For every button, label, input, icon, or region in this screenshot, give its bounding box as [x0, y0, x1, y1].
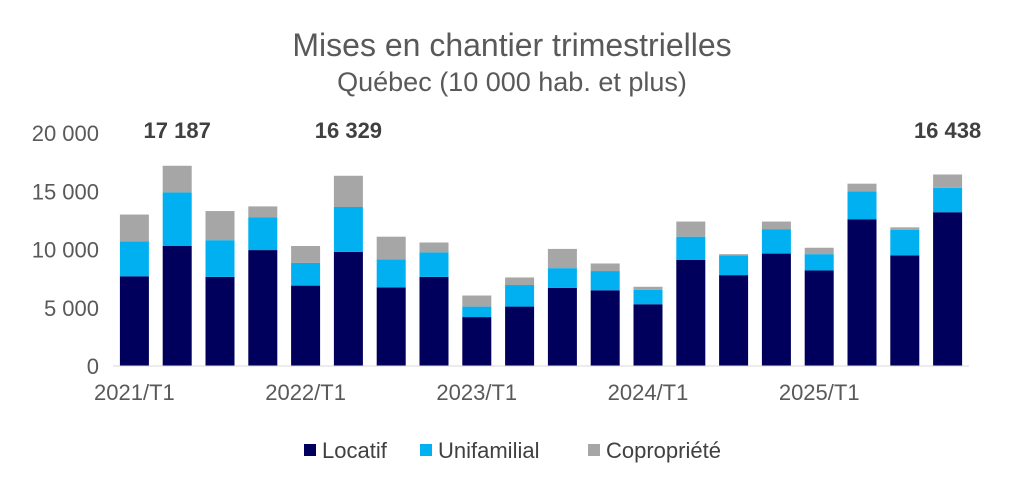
x-tick-label: 2025/T1 — [779, 380, 860, 405]
bar-locatif-17 — [847, 219, 877, 366]
bar-locatif-19 — [933, 212, 963, 366]
bar-coproprit-8 — [462, 295, 492, 307]
bar-locatif-2 — [205, 276, 235, 366]
bar-locatif-12 — [633, 304, 663, 366]
y-axis: 0 5 000 10 000 15 000 20 000 — [32, 121, 99, 379]
bar-locatif-7 — [419, 276, 449, 366]
bar-locatif-18 — [890, 255, 920, 366]
bar-coproprit-19 — [933, 174, 963, 188]
bar-coproprit-10 — [547, 248, 577, 269]
bar-locatif-13 — [676, 259, 706, 366]
bar-locatif-9 — [505, 306, 535, 366]
bars — [119, 165, 963, 366]
bar-unifamilial-15 — [761, 229, 791, 254]
bar-coproprit-17 — [847, 183, 877, 192]
bar-unifamilial-2 — [205, 240, 235, 277]
total-annotation: 16 438 — [914, 118, 981, 143]
bar-unifamilial-7 — [419, 252, 449, 277]
bar-unifamilial-0 — [119, 241, 149, 277]
bar-coproprit-3 — [248, 206, 278, 218]
bar-locatif-14 — [719, 275, 749, 366]
bar-unifamilial-12 — [633, 289, 663, 305]
y-tick-label: 10 000 — [32, 238, 99, 263]
bar-locatif-8 — [462, 317, 492, 366]
y-tick-label: 5 000 — [44, 296, 99, 321]
legend-label: Unifamilial — [438, 438, 539, 463]
bar-coproprit-16 — [804, 247, 834, 255]
x-tick-label: 2024/T1 — [608, 380, 689, 405]
bar-coproprit-18 — [890, 227, 920, 230]
bar-unifamilial-4 — [291, 262, 321, 286]
chart-subtitle: Québec (10 000 hab. et plus) — [337, 67, 687, 97]
bar-coproprit-9 — [505, 277, 535, 286]
bar-coproprit-12 — [633, 286, 663, 290]
x-tick-label: 2022/T1 — [265, 380, 346, 405]
bar-locatif-5 — [333, 251, 363, 366]
bar-unifamilial-19 — [933, 187, 963, 213]
bar-locatif-6 — [376, 287, 406, 366]
bar-unifamilial-6 — [376, 259, 406, 288]
bar-coproprit-14 — [719, 254, 749, 256]
bar-locatif-10 — [547, 287, 577, 366]
bar-coproprit-7 — [419, 242, 449, 253]
bar-unifamilial-16 — [804, 254, 834, 271]
total-annotation: 17 187 — [144, 118, 211, 143]
bar-unifamilial-8 — [462, 306, 492, 318]
y-tick-label: 15 000 — [32, 179, 99, 204]
y-tick-label: 20 000 — [32, 121, 99, 146]
x-tick-label: 2021/T1 — [94, 380, 175, 405]
bar-unifamilial-5 — [333, 206, 363, 252]
chart-title: Mises en chantier trimestrielles — [292, 27, 731, 63]
bar-unifamilial-18 — [890, 229, 920, 256]
bar-coproprit-1 — [162, 165, 192, 193]
legend-label: Copropriété — [606, 438, 721, 463]
bar-locatif-16 — [804, 270, 834, 366]
legend-label: Locatif — [322, 438, 388, 463]
bar-locatif-0 — [119, 276, 149, 366]
bar-locatif-1 — [162, 246, 192, 366]
bar-unifamilial-9 — [505, 285, 535, 307]
y-tick-label: 0 — [87, 354, 99, 379]
total-annotation: 16 329 — [315, 118, 382, 143]
bar-locatif-11 — [590, 290, 620, 366]
bar-unifamilial-14 — [719, 255, 749, 276]
bar-coproprit-13 — [676, 221, 706, 237]
bar-unifamilial-17 — [847, 191, 877, 220]
legend-swatch-unifamilial — [420, 444, 432, 456]
bar-coproprit-15 — [761, 221, 791, 230]
bar-unifamilial-10 — [547, 268, 577, 288]
bar-coproprit-6 — [376, 236, 406, 260]
bar-coproprit-4 — [291, 246, 321, 263]
bar-coproprit-5 — [333, 175, 363, 207]
x-axis: 2021/T1 2022/T1 2023/T1 2024/T1 2025/T1 — [94, 380, 860, 405]
bar-locatif-4 — [291, 285, 321, 366]
annotations: 17 187 16 329 16 438 — [144, 118, 982, 143]
bar-locatif-15 — [761, 253, 791, 366]
bar-locatif-3 — [248, 250, 278, 366]
bar-unifamilial-11 — [590, 271, 620, 291]
bar-coproprit-2 — [205, 211, 235, 241]
bar-unifamilial-1 — [162, 192, 192, 247]
bar-coproprit-0 — [119, 214, 149, 242]
legend-swatch-coproprit — [588, 444, 600, 456]
legend: Locatif Unifamilial Copropriété — [304, 438, 721, 463]
x-tick-label: 2023/T1 — [436, 380, 517, 405]
bar-coproprit-11 — [590, 263, 620, 272]
bar-unifamilial-3 — [248, 217, 278, 251]
legend-swatch-locatif — [304, 444, 316, 456]
bar-unifamilial-13 — [676, 236, 706, 260]
